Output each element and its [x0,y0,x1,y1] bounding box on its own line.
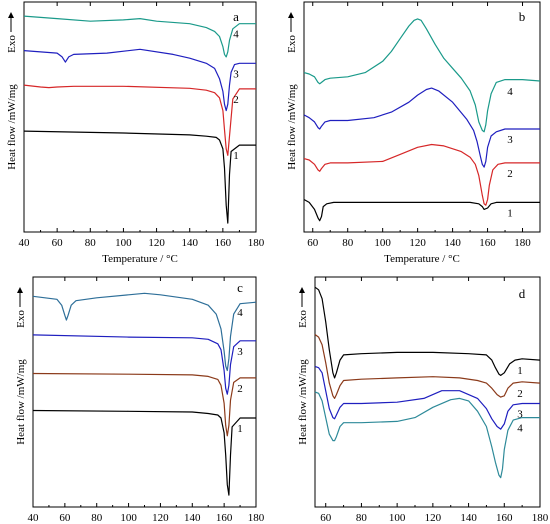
series-label-1: 1 [507,207,513,219]
series-label-1: 1 [517,365,523,377]
x-tick-label: 160 [216,512,233,524]
series-line-2 [314,334,541,399]
exo-label: Exo [6,35,18,53]
x-tick-label: 180 [248,512,265,524]
series-line-1 [32,409,256,496]
series-label-2: 2 [507,168,513,180]
y-axis-label: Heat flow /mW/mg [6,84,18,170]
x-tick-label: 140 [184,512,201,524]
series-label-3: 3 [237,346,243,358]
exo-arrowhead [288,12,294,18]
exo-arrowhead [299,287,305,293]
exo-arrowhead [17,287,23,293]
x-tick-label: 60 [320,512,332,524]
x-tick-label: 120 [409,237,426,249]
series-line-3 [32,334,256,395]
x-tick-label: 120 [148,237,165,249]
series-label-3: 3 [233,68,239,80]
series-line-4 [32,292,257,372]
panel-letter: c [237,280,243,295]
x-tick-label: 160 [215,237,232,249]
series-line-4 [314,391,540,479]
series-label-1: 1 [233,150,239,162]
series-label-4: 4 [517,423,523,435]
plot-frame [23,1,257,233]
x-tick-label: 100 [120,512,137,524]
series-label-2: 2 [233,94,239,106]
series-label-3: 3 [507,134,513,146]
panel-letter: b [519,9,526,24]
exo-label: Exo [15,310,27,328]
series-line-3 [303,87,540,168]
series-label-2: 2 [517,388,523,400]
exo-label: Exo [297,310,309,328]
x-tick-label: 140 [181,237,198,249]
panel-b: 60 80 100 120 140 160 180 Temperature / °C Heat … [286,1,541,265]
panel-letter: a [233,9,239,24]
series-line-2 [23,84,256,156]
x-tick-label: 140 [444,237,461,249]
y-axis-label: Heat flow /mW/mg [286,84,298,170]
x-tick-label: 80 [356,512,368,524]
x-tick-label: 80 [85,237,97,249]
x-tick-label: 120 [152,512,169,524]
plot-frame [303,1,541,233]
x-tick-label: 40 [19,237,31,249]
series-line-2 [32,372,256,437]
exo-label: Exo [286,35,298,53]
x-tick-label: 100 [389,512,406,524]
series-label-4: 4 [237,307,243,319]
x-axis-label: Temperature / °C [384,253,460,265]
series-line-4 [23,15,256,58]
y-axis-label: Heat flow /mW/mg [15,359,27,445]
x-tick-label: 40 [28,512,40,524]
exo-arrowhead [8,12,14,18]
series-label-1: 1 [237,423,243,435]
x-tick-label: 100 [374,237,391,249]
series-line-3 [23,48,256,112]
x-tick-label: 60 [52,237,64,249]
series-line-3 [314,365,540,430]
panel-letter: d [519,286,526,301]
series-line-2 [303,143,540,206]
x-tick-label: 60 [307,237,319,249]
x-tick-label: 120 [425,512,442,524]
x-tick-label: 140 [460,512,477,524]
x-axis-label: Temperature / °C [102,253,178,265]
series-line-1 [303,198,540,222]
x-tick-label: 80 [91,512,103,524]
x-tick-label: 160 [496,512,513,524]
series-line-1 [314,286,541,379]
x-tick-label: 160 [479,237,496,249]
series-label-4: 4 [507,86,513,98]
series-line-1 [23,130,256,224]
series-label-2: 2 [237,383,243,395]
series-label-3: 3 [517,409,523,421]
series-label-4: 4 [233,29,239,41]
x-tick-label: 180 [514,237,531,249]
y-axis-label: Heat flow /mW/mg [297,359,309,445]
x-tick-label: 180 [248,237,265,249]
x-tick-label: 80 [342,237,354,249]
x-tick-label: 100 [115,237,132,249]
panel-a: 40 60 80 100 120 140 160 180 Temperature / °C Hea… [6,1,265,265]
series-line-4 [303,18,541,133]
x-tick-label: 60 [59,512,71,524]
x-tick-label: 180 [532,512,549,524]
